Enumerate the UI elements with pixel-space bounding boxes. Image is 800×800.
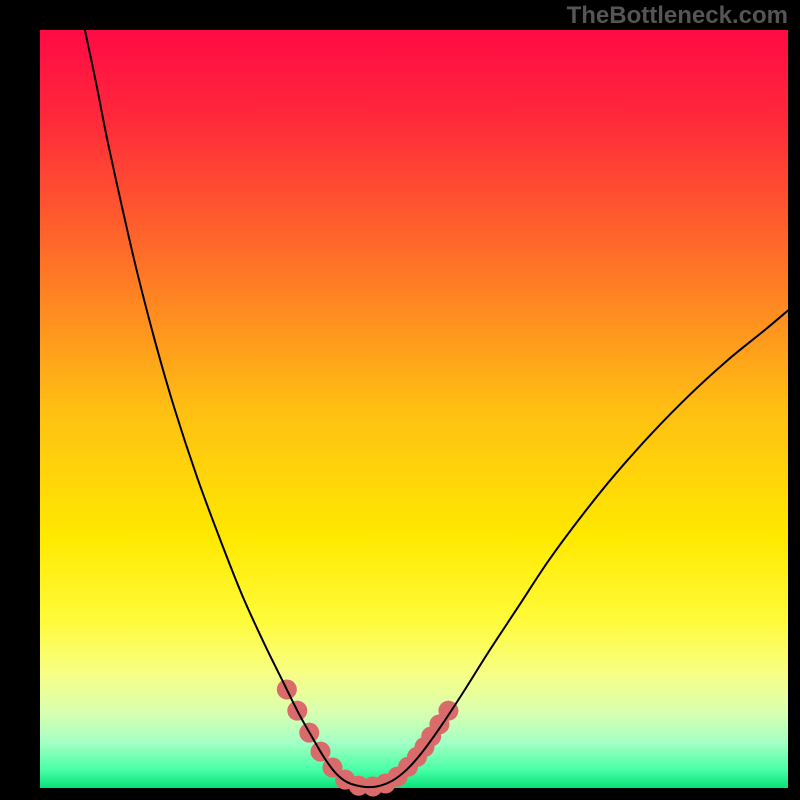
valley-markers bbox=[277, 679, 459, 796]
chart-curve-layer bbox=[40, 30, 788, 788]
frame-left bbox=[0, 0, 40, 800]
frame-bottom bbox=[0, 788, 800, 800]
bottleneck-curve bbox=[85, 30, 788, 787]
frame-right bbox=[788, 0, 800, 800]
watermark-text: TheBottleneck.com bbox=[567, 2, 788, 30]
bottleneck-chart bbox=[40, 30, 788, 788]
